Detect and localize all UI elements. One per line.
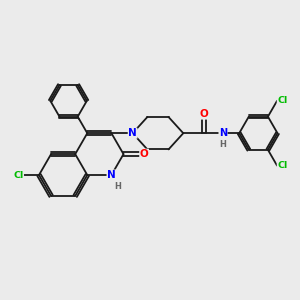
Text: H: H [115,182,122,191]
Text: O: O [200,109,208,119]
Text: N: N [128,128,137,138]
Text: O: O [140,149,148,159]
Text: N: N [219,128,227,138]
Text: Cl: Cl [13,170,23,179]
Text: Cl: Cl [277,96,287,105]
Text: H: H [220,140,226,149]
Text: N: N [107,170,116,180]
Text: Cl: Cl [277,161,287,170]
